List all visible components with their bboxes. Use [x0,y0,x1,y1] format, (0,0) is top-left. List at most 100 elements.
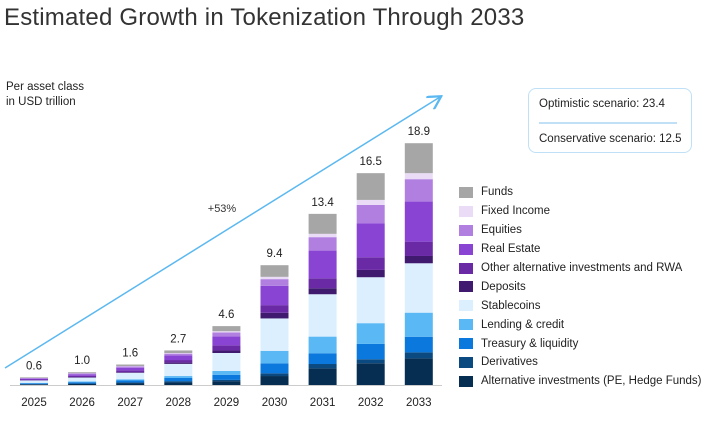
bar-total-label: 4.6 [218,309,234,321]
bar-segment [212,350,241,353]
bar-segment [164,363,193,377]
legend-item: Treasury & liquidity [459,334,702,353]
bar-segment [260,318,289,351]
bar-segment [308,213,337,234]
legend-label: Derivatives [481,356,538,369]
x-tick-label: 2026 [69,397,95,409]
bar-segment [308,237,337,251]
legend: Funds Fixed Income Equities Real Estate Othe… [459,183,702,391]
bar-total-label: 1.6 [122,348,138,360]
legend-label: Deposits [481,280,526,293]
bar-segment [20,383,48,385]
bar-segment [308,353,337,365]
bar-segment [68,381,97,383]
bar-segment [404,312,433,337]
bar-segment [68,382,97,384]
bar-segment [68,377,97,378]
bar-segment [212,370,241,375]
bar-segment [356,343,385,360]
legend-item: Funds [459,183,702,202]
bar-segment [116,364,145,367]
bar-segment [116,383,145,385]
bar-segment [404,263,433,313]
legend-label: Other alternative investments and RWA [481,262,683,274]
growth-arrow [4,97,440,369]
bar-segment [356,199,385,205]
legend-item: Alternative investments (PE, Hedge Funds… [459,372,702,391]
bar-segment [404,352,433,359]
legend-swatch [459,375,473,387]
x-tick-label: 2030 [262,397,288,409]
legend-label: Treasury & liquidity [481,337,579,350]
bar-segment [308,368,337,385]
legend-swatch [459,319,473,331]
x-tick-label: 2028 [166,397,192,409]
legend-swatch [459,243,473,255]
legend-swatch [459,356,473,368]
bar-segment [404,143,433,174]
bar-segment [20,380,48,383]
bar-segment [212,331,241,333]
bar-segment [20,378,48,380]
bar-segment [68,383,97,385]
bar-segment [68,373,97,375]
bar-segment [68,383,97,384]
bar-total-label: 16.5 [360,156,382,168]
bar-segment [356,363,385,385]
legend-item: Other alternative investments and RWA [459,259,702,278]
bar-segment [212,336,241,346]
x-tick-label: 2029 [214,397,240,409]
bar-segment [68,375,97,378]
bar-segment [404,179,433,202]
bar-segment [68,372,97,374]
x-tick-label: 2025 [21,397,47,409]
bar-segment [308,364,337,369]
legend-swatch [459,224,473,236]
bar-segment [116,370,145,373]
bar-segment [164,353,193,356]
bar-segment [308,294,337,337]
bar-segment [20,377,48,378]
bar-segment [404,201,433,242]
bar-segment [260,376,289,385]
legend-item: Derivatives [459,353,702,372]
x-tick-label: 2027 [117,397,143,409]
bar-segment [260,350,289,364]
bar-segment [260,363,289,374]
bar-segment [356,323,385,344]
bar-total-label: 2.7 [170,333,186,345]
bar-segment [212,353,241,371]
legend-swatch [459,262,473,274]
bar-segment [116,367,145,371]
legend-swatch [459,186,473,198]
bar-segment [260,312,289,319]
legend-swatch [459,338,473,350]
bar-total-label: 9.4 [267,248,284,260]
legend-item: Equities [459,221,702,240]
bar-segment [212,326,241,332]
bar-segment [164,362,193,364]
legend-swatch [459,281,473,293]
bar-segment [404,241,433,256]
bar-segment [308,278,337,289]
bar-segment [308,233,337,238]
bar-segment [404,255,433,264]
legend-item: Deposits [459,277,702,296]
bar-total-label: 1.0 [74,355,90,367]
bar-segment [260,285,289,306]
scenario-box: Optimistic scenario: 23.4 Conservative s… [528,88,692,153]
bar-segment [20,379,48,381]
bar-segment [164,376,193,378]
conservative-scenario: Conservative scenario: 12.5 [539,133,682,145]
bar-segment [212,332,241,337]
legend-label: Lending & credit [481,318,565,331]
bar-segment [164,360,193,363]
legend-label: Fixed Income [481,205,551,218]
bar-segment [20,382,48,384]
bar-segment [356,223,385,258]
bar-total-label: 18.9 [408,126,430,138]
legend-label: Real Estate [481,243,541,256]
bar-segment [212,381,241,385]
legend-item: Stablecoins [459,296,702,315]
bar-segment [212,374,241,380]
